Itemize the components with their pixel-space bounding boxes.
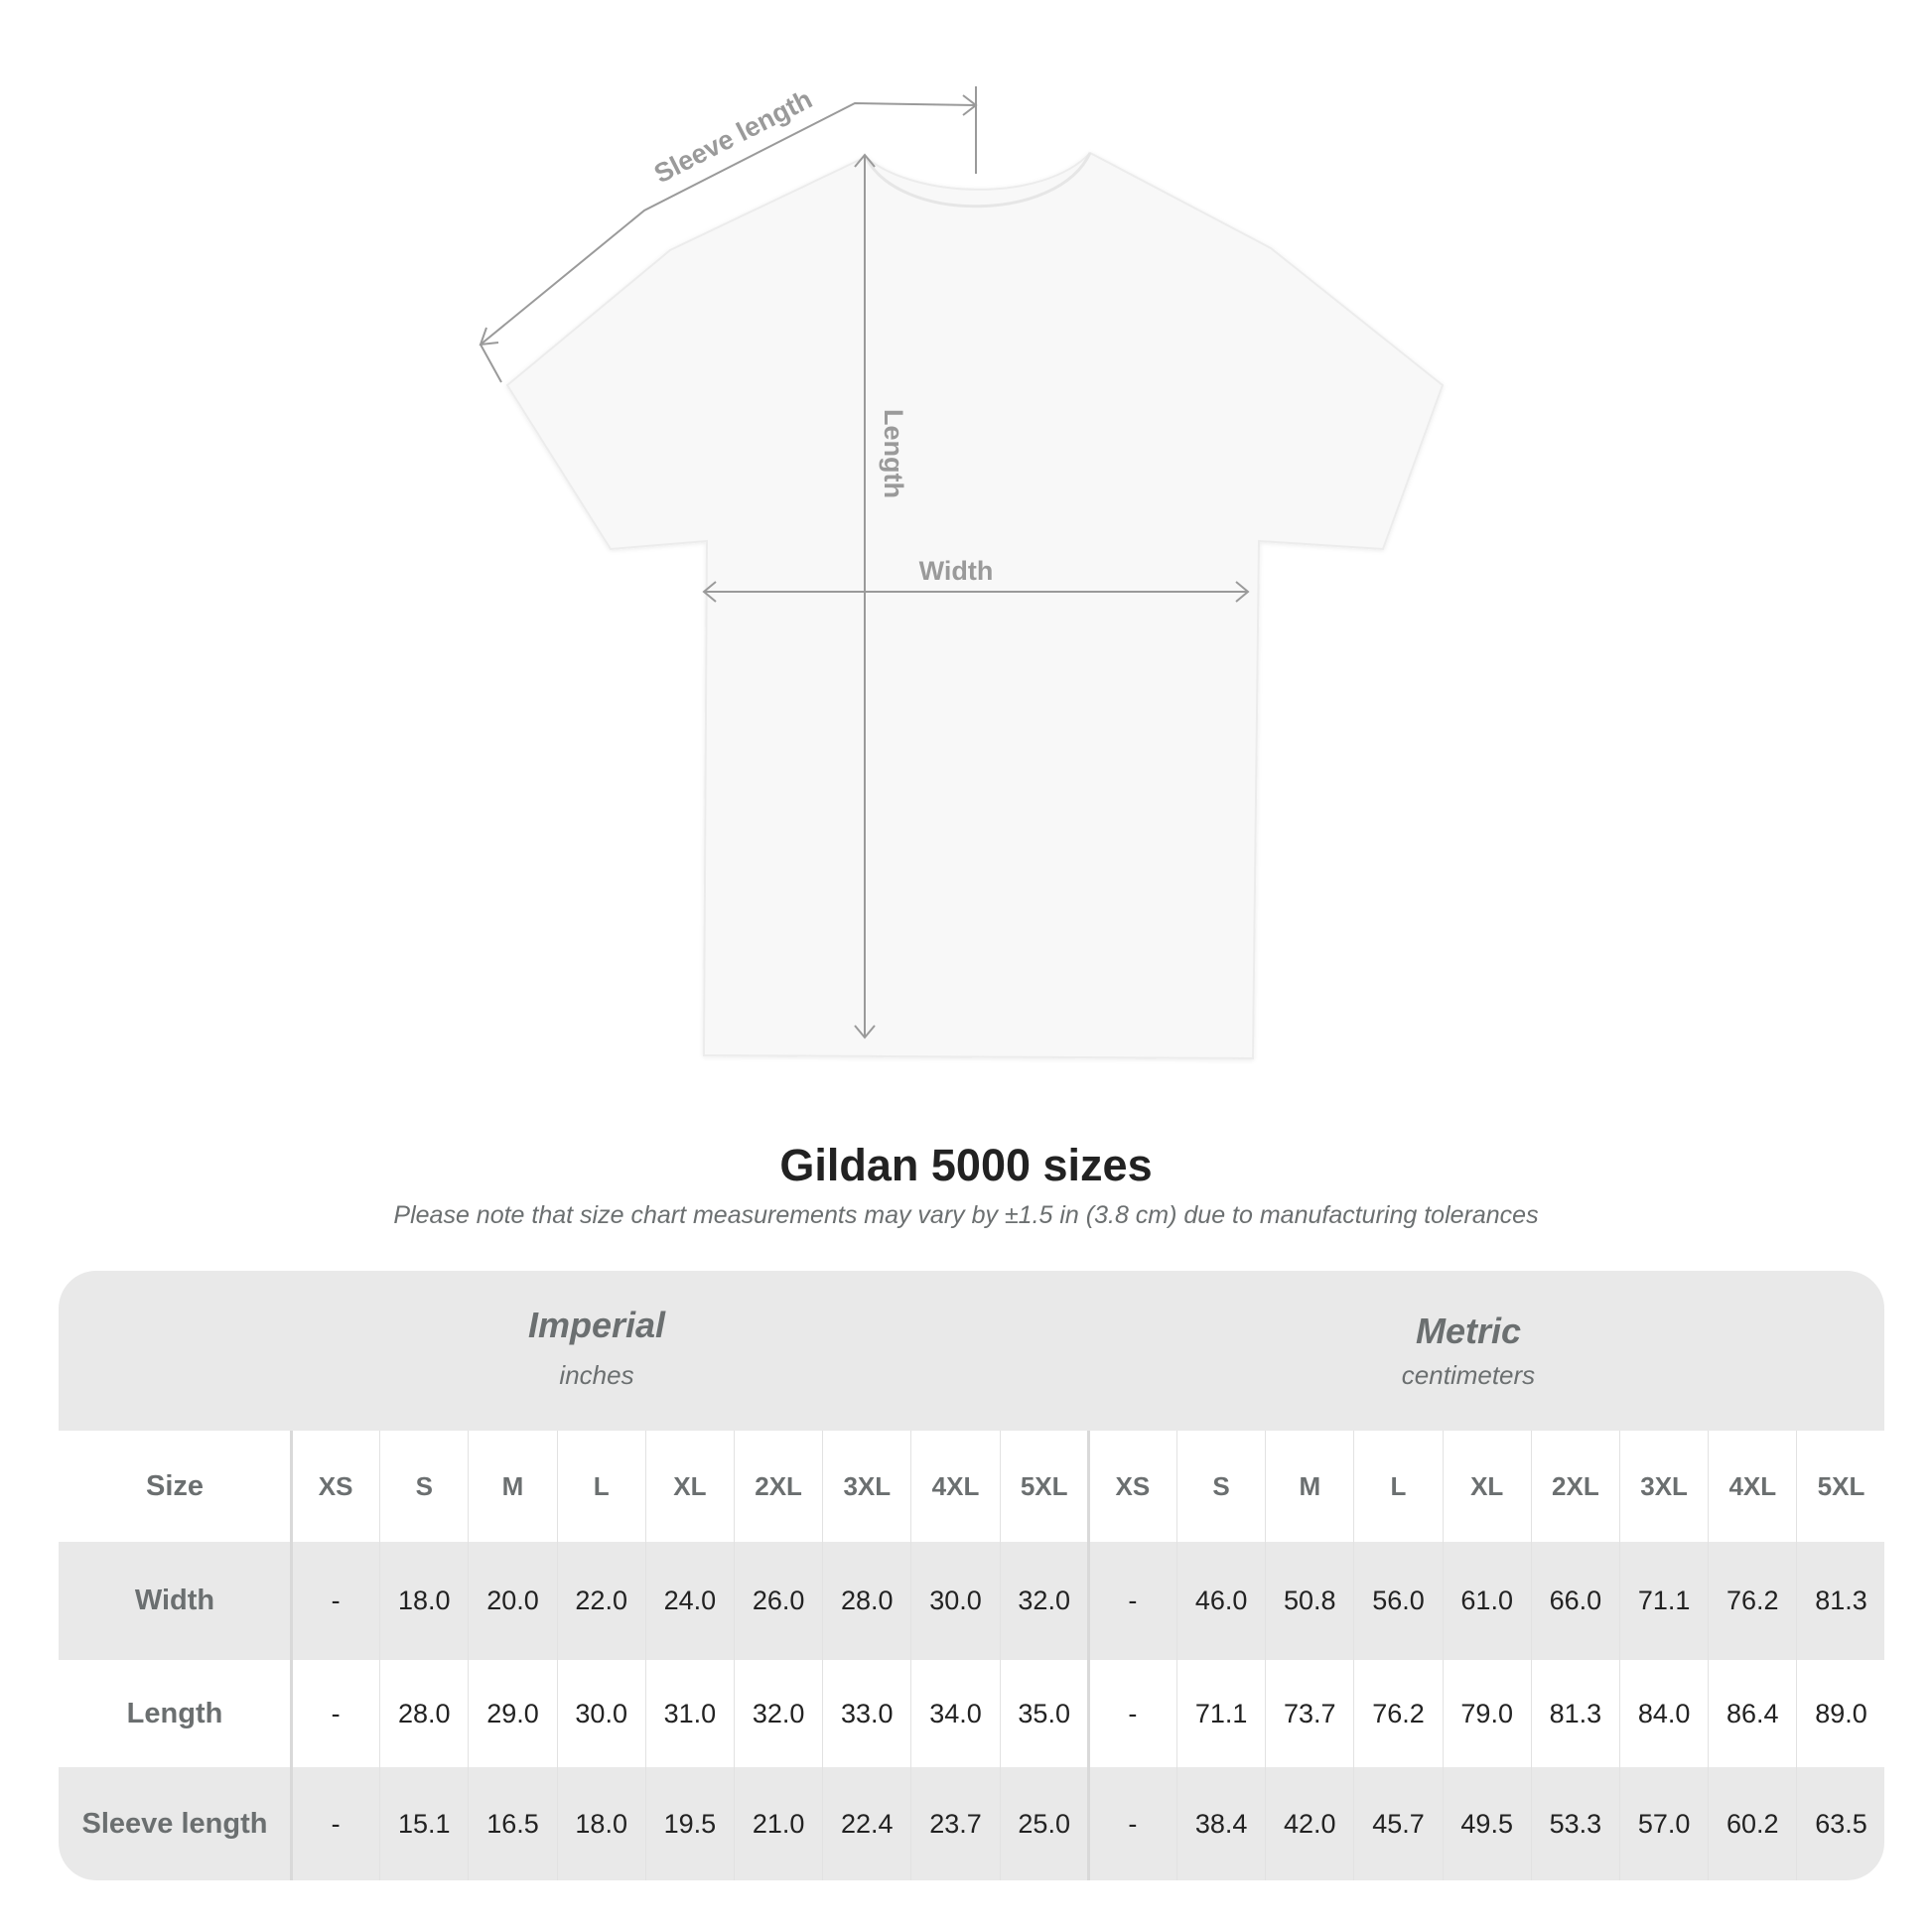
tshirt-image xyxy=(505,151,1445,1060)
imperial-value-cell: 16.5 xyxy=(468,1767,556,1880)
size-header-cell: XL xyxy=(1442,1431,1531,1542)
metric-value-cell: - xyxy=(1087,1660,1176,1767)
metric-value-cell: 50.8 xyxy=(1265,1542,1353,1660)
imperial-value-cell: 22.4 xyxy=(822,1767,910,1880)
sleeve-length-line xyxy=(480,101,977,345)
imperial-value-cell: 32.0 xyxy=(734,1660,822,1767)
label-column-divider xyxy=(290,1431,293,1880)
imperial-value-cell: 21.0 xyxy=(734,1767,822,1880)
imperial-value-cell: 26.0 xyxy=(734,1542,822,1660)
imperial-value-cell: 31.0 xyxy=(644,1660,734,1767)
metric-value-cell: 66.0 xyxy=(1530,1542,1619,1660)
header-band xyxy=(59,1271,1884,1431)
imperial-value-cell: - xyxy=(291,1660,379,1767)
size-header-cell: 3XL xyxy=(1619,1431,1708,1542)
row-band xyxy=(59,1767,1884,1880)
metric-value-cell: 57.0 xyxy=(1619,1767,1708,1880)
metric-value-cell: 56.0 xyxy=(1353,1542,1442,1660)
metric-value-cell: 86.4 xyxy=(1708,1660,1796,1767)
metric-value-cell: 63.5 xyxy=(1796,1767,1884,1880)
row-label: Sleeve length xyxy=(81,1807,268,1840)
imperial-value-cell: - xyxy=(291,1542,379,1660)
size-header-cell: 5XL xyxy=(1796,1431,1884,1542)
imperial-value-cell: 18.0 xyxy=(379,1542,468,1660)
metric-value-cell: - xyxy=(1087,1767,1176,1880)
size-header-cell: 4XL xyxy=(1708,1431,1796,1542)
tolerance-note: Please note that size chart measurements… xyxy=(393,1201,1539,1229)
length-label: Length xyxy=(879,409,908,498)
imperial-value-cell: 29.0 xyxy=(468,1660,556,1767)
size-header-cell: 4XL xyxy=(910,1431,999,1542)
tshirt-measurement-diagram: Sleeve length Length Width xyxy=(479,84,1445,1060)
imperial-value-cell: 34.0 xyxy=(910,1660,999,1767)
metric-value-cell: 46.0 xyxy=(1176,1542,1265,1660)
size-header-cell: M xyxy=(468,1431,556,1542)
system-divider xyxy=(1086,1431,1090,1880)
imperial-value-cell: 15.1 xyxy=(379,1767,468,1880)
imperial-value-cell: 33.0 xyxy=(822,1660,910,1767)
imperial-value-cell: 28.0 xyxy=(822,1542,910,1660)
metric-value-cell: 73.7 xyxy=(1265,1660,1353,1767)
metric-unit: centimeters xyxy=(1401,1360,1536,1390)
metric-value-cell: 71.1 xyxy=(1176,1660,1265,1767)
imperial-value-cell: 18.0 xyxy=(556,1767,645,1880)
size-header-cell: XS xyxy=(291,1431,379,1542)
metric-value-cell: 81.3 xyxy=(1796,1542,1884,1660)
imperial-title: Imperial xyxy=(527,1305,666,1345)
metric-value-cell: 79.0 xyxy=(1442,1660,1531,1767)
imperial-value-cell: 20.0 xyxy=(468,1542,556,1660)
size-header-cell: M xyxy=(1265,1431,1353,1542)
size-header-cell: L xyxy=(556,1431,645,1542)
size-header-cell: L xyxy=(1353,1431,1442,1542)
metric-value-cell: 49.5 xyxy=(1442,1767,1531,1880)
size-header-cell: 2XL xyxy=(734,1431,822,1542)
imperial-value-cell: 35.0 xyxy=(999,1660,1088,1767)
metric-header: Metric centimeters xyxy=(1220,1311,1717,1391)
sleeve-length-label: Sleeve length xyxy=(649,84,817,190)
width-label: Width xyxy=(919,556,994,586)
page-title: Gildan 5000 sizes xyxy=(779,1140,1153,1190)
metric-title: Metric xyxy=(1415,1311,1522,1351)
imperial-value-cell: 25.0 xyxy=(999,1767,1088,1880)
imperial-unit: inches xyxy=(559,1360,634,1390)
measurement-lines xyxy=(479,86,1250,1039)
imperial-value-cell: 28.0 xyxy=(379,1660,468,1767)
metric-value-cell: 45.7 xyxy=(1353,1767,1442,1880)
metric-value-cell: 53.3 xyxy=(1530,1767,1619,1880)
size-header-cell: 3XL xyxy=(822,1431,910,1542)
metric-value-cell: - xyxy=(1087,1542,1176,1660)
metric-value-cell: 81.3 xyxy=(1530,1660,1619,1767)
row-label: Width xyxy=(134,1585,215,1616)
imperial-value-cell: 32.0 xyxy=(999,1542,1088,1660)
row-band xyxy=(59,1542,1884,1660)
imperial-value-cell: 22.0 xyxy=(556,1542,645,1660)
metric-value-cell: 38.4 xyxy=(1176,1767,1265,1880)
imperial-value-cell: 24.0 xyxy=(644,1542,734,1660)
size-header-cell: 5XL xyxy=(999,1431,1088,1542)
metric-value-cell: 71.1 xyxy=(1619,1542,1708,1660)
size-header-cell: XL xyxy=(644,1431,734,1542)
imperial-value-cell: 23.7 xyxy=(910,1767,999,1880)
metric-value-cell: 89.0 xyxy=(1796,1660,1884,1767)
size-header-cell: S xyxy=(379,1431,468,1542)
imperial-value-cell: 30.0 xyxy=(910,1542,999,1660)
metric-value-cell: 76.2 xyxy=(1353,1660,1442,1767)
size-chart-table: Imperial inches Metric centimeters Size X… xyxy=(59,1271,1884,1880)
metric-value-cell: 84.0 xyxy=(1619,1660,1708,1767)
row-label: Length xyxy=(126,1697,223,1729)
size-header-label: Size xyxy=(145,1469,205,1502)
metric-value-cell: 42.0 xyxy=(1265,1767,1353,1880)
size-header-cell: 2XL xyxy=(1530,1431,1619,1542)
metric-value-cell: 76.2 xyxy=(1708,1542,1796,1660)
imperial-value-cell: 30.0 xyxy=(556,1660,645,1767)
size-header-cell: XS xyxy=(1087,1431,1176,1542)
imperial-header: Imperial inches xyxy=(348,1305,845,1391)
metric-value-cell: 60.2 xyxy=(1708,1767,1796,1880)
imperial-value-cell: - xyxy=(291,1767,379,1880)
metric-value-cell: 61.0 xyxy=(1442,1542,1531,1660)
size-header-cell: S xyxy=(1176,1431,1265,1542)
imperial-value-cell: 19.5 xyxy=(644,1767,734,1880)
